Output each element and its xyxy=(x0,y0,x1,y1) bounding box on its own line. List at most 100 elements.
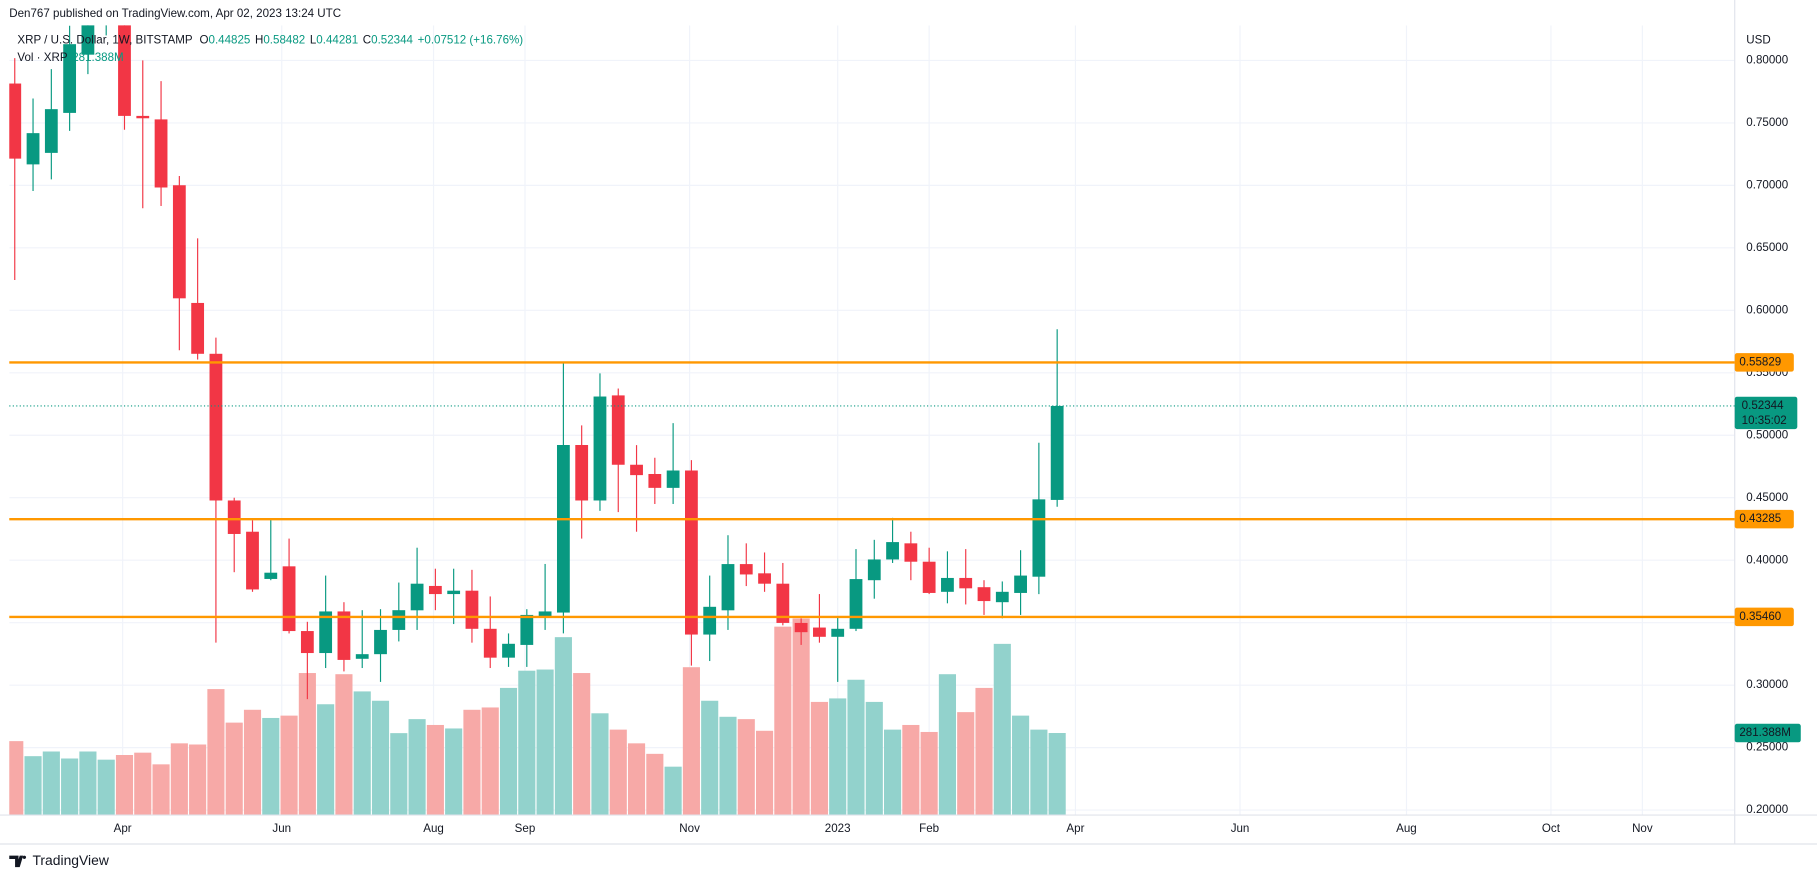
y-tick-label: 0.55000 xyxy=(1746,367,1788,379)
y-tick-label: 0.45000 xyxy=(1746,492,1788,504)
volume-bar xyxy=(755,730,774,816)
volume-bar xyxy=(97,759,115,816)
volume-bar xyxy=(390,733,408,816)
x-tick-label: 2023 xyxy=(825,823,851,835)
legend-label: H xyxy=(255,35,263,47)
candle-body xyxy=(648,473,662,488)
candle-body xyxy=(721,564,735,611)
candle-body xyxy=(922,561,936,593)
candle-body xyxy=(867,559,881,581)
y-tick-label: 0.20000 xyxy=(1746,804,1788,816)
volume-bar xyxy=(591,713,609,816)
candle-body xyxy=(1050,405,1064,500)
volume-bar xyxy=(573,673,591,816)
level-label: 0.55829 xyxy=(1739,356,1781,368)
volume-bar xyxy=(42,751,60,816)
candle-body xyxy=(977,587,991,602)
candle-body xyxy=(502,643,515,658)
volume-bar xyxy=(225,722,243,816)
x-tick-label: Aug xyxy=(1396,823,1417,835)
volume-bar xyxy=(554,637,572,816)
candle-body xyxy=(191,302,205,354)
candle-body xyxy=(264,572,278,579)
candle-body xyxy=(758,573,771,584)
volume-bar xyxy=(865,701,883,816)
volume-bar xyxy=(627,743,646,816)
volume-bar xyxy=(957,712,975,816)
x-tick-label: Jun xyxy=(1231,823,1250,835)
candle-body xyxy=(776,583,790,623)
volume-bar xyxy=(371,700,390,816)
candle-body xyxy=(154,119,168,188)
volume-bar xyxy=(609,729,627,816)
y-tick-label: 0.40000 xyxy=(1746,554,1788,566)
candle-body xyxy=(556,445,570,613)
candle-body xyxy=(813,627,826,637)
x-tick-label: Apr xyxy=(114,823,132,835)
candle-body xyxy=(538,611,552,617)
candle-body xyxy=(447,590,461,595)
candle-body xyxy=(593,396,607,501)
candle-body xyxy=(26,133,40,165)
x-tick-label: Aug xyxy=(423,823,444,835)
current-price-label: 0.52344 xyxy=(1742,400,1784,412)
volume-bar xyxy=(1048,733,1066,816)
candle-body xyxy=(739,564,753,575)
candle-body xyxy=(428,585,442,595)
candle-body xyxy=(703,606,717,635)
volume-bar xyxy=(262,717,280,816)
candle-body xyxy=(1032,499,1046,577)
level-label: 0.35460 xyxy=(1739,611,1781,623)
candle-body xyxy=(831,628,845,637)
volume-bar xyxy=(298,673,316,816)
candle-body xyxy=(1014,575,1027,593)
x-tick-label: Nov xyxy=(679,823,700,835)
candle-body xyxy=(520,614,534,645)
legend-label: C xyxy=(363,35,371,47)
candle-body xyxy=(337,611,351,660)
candle-body xyxy=(300,631,314,654)
volume-bar xyxy=(701,700,719,816)
volume-bar xyxy=(646,753,664,816)
candle-body xyxy=(995,591,1009,603)
candle-body xyxy=(904,543,918,562)
volume-bar xyxy=(463,709,481,816)
volume-bar xyxy=(847,679,865,816)
legend-label: O xyxy=(200,35,209,47)
volume-legend-value: 281.388M xyxy=(72,52,123,64)
legend-change: +0.07512 (+16.76%) xyxy=(418,35,524,47)
volume-bar xyxy=(518,670,536,816)
volume-bar xyxy=(737,719,755,816)
brand-name: TradingView xyxy=(32,852,109,868)
y-tick-label: 0.75000 xyxy=(1746,117,1788,129)
volume-bar xyxy=(884,729,902,816)
volume-bar xyxy=(317,704,335,816)
candle-body xyxy=(575,445,589,501)
candle-body xyxy=(374,629,387,655)
publisher: Den767 published on TradingView.com, Apr… xyxy=(9,8,341,20)
candle-body xyxy=(630,464,643,476)
volume-bar xyxy=(975,687,993,816)
volume-bar xyxy=(335,674,353,816)
y-tick-label: 0.25000 xyxy=(1746,742,1788,754)
volume-bar xyxy=(353,691,371,816)
volume-bar xyxy=(719,716,737,816)
candle-body xyxy=(282,566,296,632)
x-tick-label: Oct xyxy=(1542,823,1561,835)
volume-bar xyxy=(920,731,938,816)
volume-bar xyxy=(115,755,134,816)
volume-label: 281.388M xyxy=(1739,727,1790,739)
volume-bar xyxy=(536,669,554,816)
volume-bar xyxy=(243,709,262,816)
volume-bar xyxy=(993,643,1011,816)
plot-area xyxy=(9,25,1735,816)
x-tick-label: Jun xyxy=(272,823,291,835)
current-price-bg xyxy=(1734,396,1798,430)
volume-bar xyxy=(810,701,828,816)
volume-bar xyxy=(152,764,170,816)
volume-bar xyxy=(829,698,847,816)
candle-body xyxy=(685,470,698,635)
legend: XRP / U.S. Dollar, 1W, BITSTAMP O0.44825 H… xyxy=(17,35,523,47)
volume-bar xyxy=(664,766,682,816)
